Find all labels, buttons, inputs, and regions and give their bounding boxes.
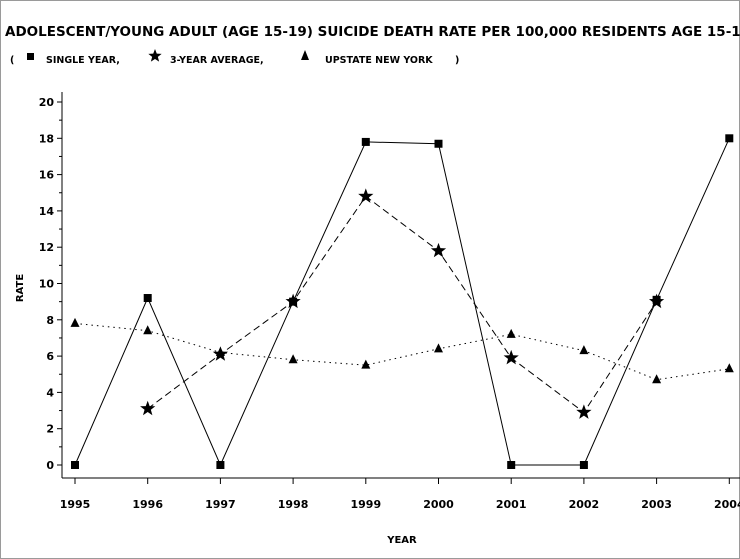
star-marker xyxy=(503,349,519,365)
y-tick-label: 0 xyxy=(46,459,54,472)
x-ticks: 1995 1996 1997 1998 1999 2000 2001 2002 2003 2004 xyxy=(60,478,740,511)
star-marker xyxy=(648,293,665,309)
legend-label-single-year: SINGLE YEAR, xyxy=(46,55,120,66)
triangle-marker xyxy=(652,374,662,384)
x-tick-label: 1998 xyxy=(278,498,309,511)
triangle-marker xyxy=(579,345,589,355)
chart-title: ADOLESCENT/YOUNG ADULT (AGE 15-19) SUICI… xyxy=(5,24,740,40)
star-marker xyxy=(140,400,156,416)
triangle-marker xyxy=(143,325,153,335)
legend-star-marker xyxy=(148,49,162,62)
legend-triangle-marker xyxy=(301,50,309,60)
y-tick-label: 20 xyxy=(39,96,55,109)
legend-square-marker xyxy=(27,53,34,60)
x-tick-label: 2002 xyxy=(569,498,600,511)
y-tick-label: 16 xyxy=(39,169,55,182)
square-marker xyxy=(216,461,225,469)
x-tick-label: 2004 xyxy=(714,498,740,511)
x-tick-label: 1996 xyxy=(132,498,163,511)
legend-open-paren: ( xyxy=(10,55,14,66)
series-line-3 xyxy=(74,322,730,381)
y-tick-label: 14 xyxy=(39,205,55,218)
star-marker xyxy=(285,293,301,309)
x-axis-label: YEAR xyxy=(386,535,417,546)
legend: ( SINGLE YEAR, 3-YEAR AVERAGE, UPSTATE N… xyxy=(10,49,459,66)
triangle-marker xyxy=(506,328,516,338)
x-tick-label: 2003 xyxy=(641,498,672,511)
y-tick-label: 6 xyxy=(46,350,54,363)
square-marker xyxy=(361,137,370,146)
triangle-marker xyxy=(288,354,298,364)
y-tick-label: 4 xyxy=(46,386,54,399)
x-tick-label: 2000 xyxy=(423,498,454,511)
triangle-marker xyxy=(724,363,734,373)
x-tick-label: 2001 xyxy=(496,498,527,511)
y-tick-label: 10 xyxy=(39,278,55,291)
y-tick-label: 12 xyxy=(39,241,54,254)
x-tick-label: 1995 xyxy=(60,498,91,511)
square-marker xyxy=(143,294,152,303)
triangle-marker xyxy=(361,359,371,369)
y-axis-label: RATE xyxy=(15,274,26,302)
series xyxy=(70,134,734,469)
triangle-marker xyxy=(434,343,443,353)
axes: 0 2 4 6 8 10 12 14 16 18 20 1995 1996 1997 1998 1999 20… xyxy=(39,92,740,511)
square-marker xyxy=(579,461,588,469)
x-tick-label: 1997 xyxy=(205,498,236,511)
square-marker xyxy=(434,139,443,148)
y-tick-label: 2 xyxy=(46,423,54,436)
star-marker xyxy=(358,188,374,203)
triangle-marker xyxy=(70,317,80,327)
square-marker xyxy=(507,461,516,469)
square-marker xyxy=(71,461,79,469)
triangle-marker xyxy=(215,346,225,356)
y-tick-label: 8 xyxy=(46,314,54,327)
star-marker xyxy=(576,404,592,419)
square-marker xyxy=(725,134,734,143)
legend-label-3-year-average: 3-YEAR AVERAGE, xyxy=(170,55,264,66)
y-tick-label: 18 xyxy=(39,132,54,145)
star-marker xyxy=(430,242,447,258)
legend-close-paren: ) xyxy=(455,55,459,66)
legend-label-upstate-new-york: UPSTATE NEW YORK xyxy=(325,55,433,66)
series-line-2 xyxy=(147,195,658,414)
x-tick-label: 1999 xyxy=(350,498,381,511)
y-ticks: 0 2 4 6 8 10 12 14 16 18 20 xyxy=(39,96,62,472)
